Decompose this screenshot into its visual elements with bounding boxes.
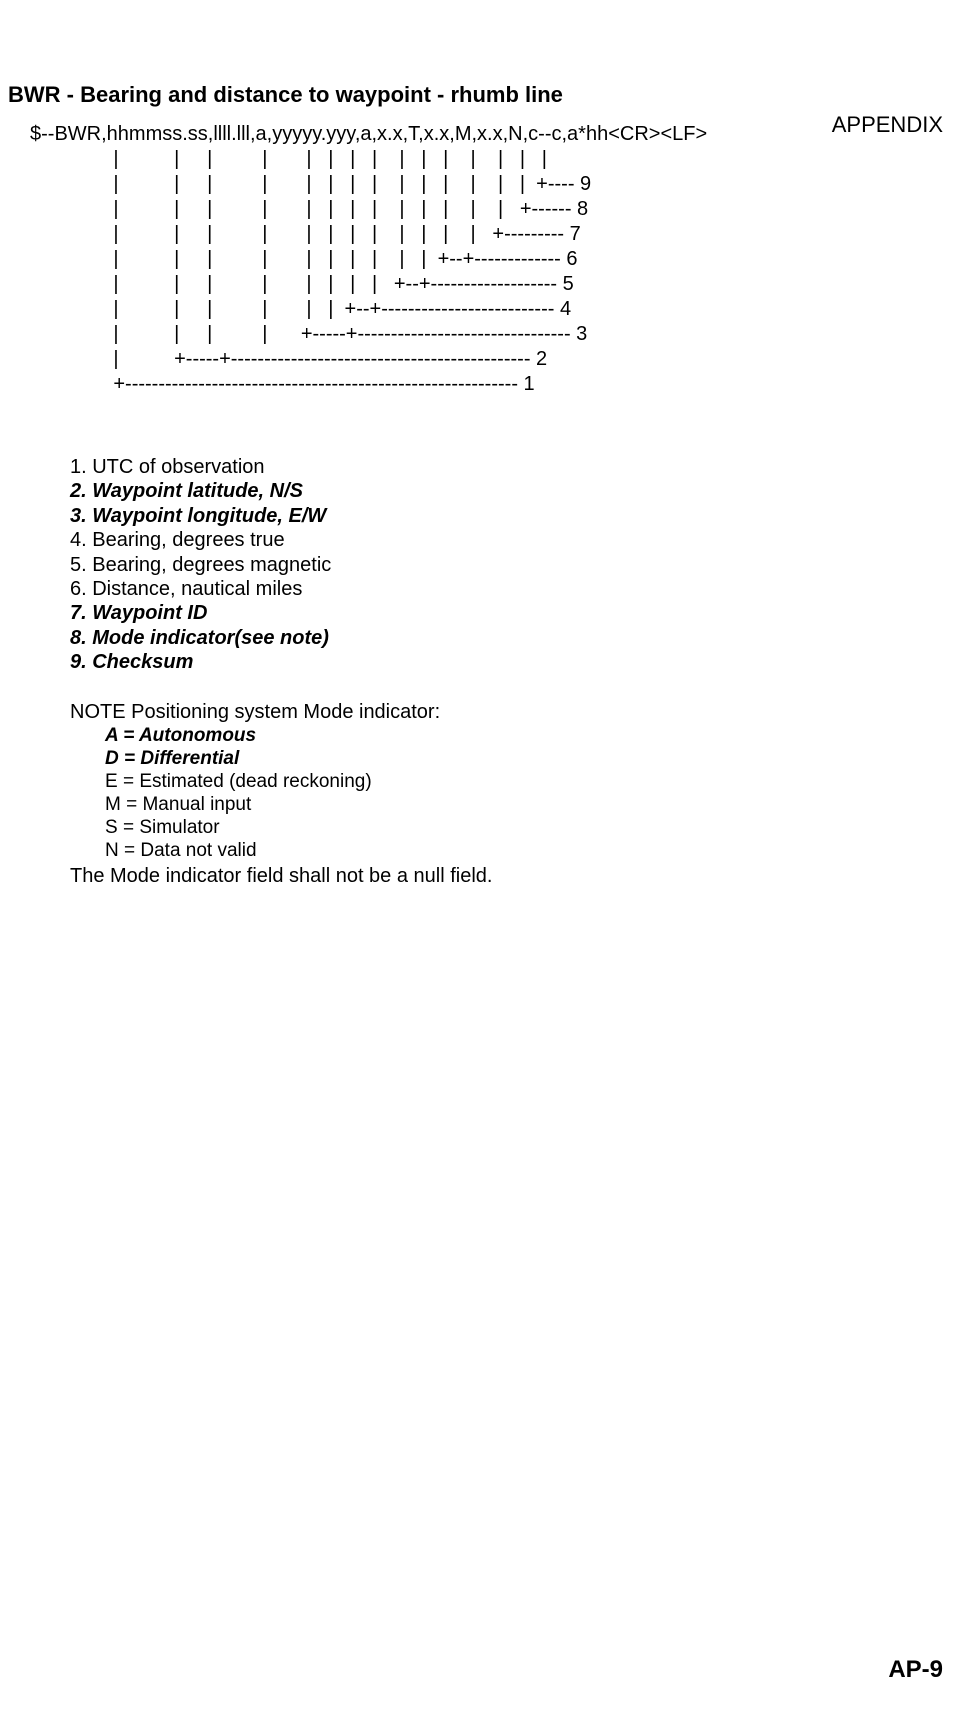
field-item: 2. Waypoint latitude, N/S <box>70 479 973 503</box>
note-item: N = Data not valid <box>105 839 973 862</box>
field-item: 6. Distance, nautical miles <box>70 577 973 601</box>
diagram-line: $--BWR,hhmmss.ss,llll.lll,a,yyyyy.yyy,a,… <box>30 123 707 145</box>
diagram-line: | +-----+-------------------------------… <box>30 348 547 370</box>
page-number: AP-9 <box>888 1656 943 1684</box>
field-item: 3. Waypoint longitude, E/W <box>70 504 973 528</box>
field-item: 4. Bearing, degrees true <box>70 528 973 552</box>
field-item: 1. UTC of observation <box>70 455 973 479</box>
field-item: 7. Waypoint ID <box>70 601 973 625</box>
note-item: A = Autonomous <box>105 724 973 747</box>
ascii-diagram: $--BWR,hhmmss.ss,llll.lll,a,yyyyy.yyy,a,… <box>30 122 973 397</box>
field-item: 8. Mode indicator(see note) <box>70 626 973 650</box>
note-items: A = Autonomous D = Differential E = Esti… <box>105 724 973 863</box>
diagram-line: | | | | | | | | | | | | | +------ 8 <box>30 198 588 220</box>
note-item: M = Manual input <box>105 793 973 816</box>
note-item: D = Differential <box>105 747 973 770</box>
header-section: APPENDIX <box>832 112 943 138</box>
note-label: NOTE Positioning system Mode indicator: <box>70 701 973 724</box>
note-tail: The Mode indicator field shall not be a … <box>70 865 973 888</box>
field-list: 1. UTC of observation 2. Waypoint latitu… <box>70 455 973 675</box>
field-item: 5. Bearing, degrees magnetic <box>70 553 973 577</box>
diagram-line: | | | | | | | | | | | | +--------- 7 <box>30 223 581 245</box>
note-item: E = Estimated (dead reckoning) <box>105 770 973 793</box>
diagram-line: | | | | | | +--+------------------------… <box>30 298 571 320</box>
sentence-title: BWR - Bearing and distance to waypoint -… <box>8 82 973 108</box>
diagram-line: +---------------------------------------… <box>30 373 535 395</box>
diagram-line: | | | | | | | | | | +--+------------- 6 <box>30 248 578 270</box>
diagram-line: | | | | | | | | | | | | | | +---- 9 <box>30 173 591 195</box>
diagram-line: | | | | | | | | | | | | | | | <box>30 148 547 170</box>
diagram-line: | | | | | | | | +--+------------------- … <box>30 273 574 295</box>
field-item: 9. Checksum <box>70 650 973 674</box>
diagram-line: | | | | +-----+-------------------------… <box>30 323 587 345</box>
note-item: S = Simulator <box>105 816 973 839</box>
